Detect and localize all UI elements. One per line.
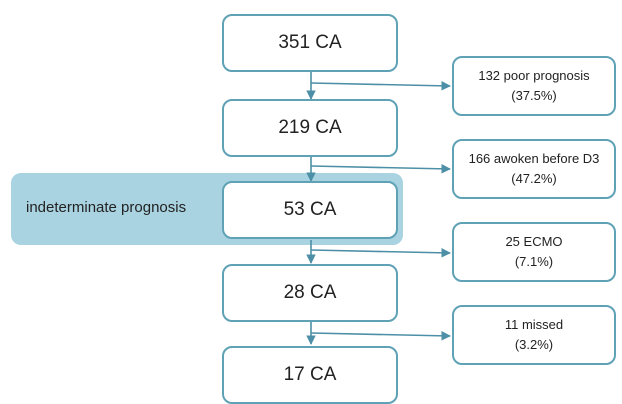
side-box-2: 166 awoken before D3 (47.2%) xyxy=(452,139,616,199)
main-box-1-label: 351 CA xyxy=(278,32,342,53)
side-box-1: 132 poor prognosis (37.5%) xyxy=(452,56,616,116)
main-box-2-label: 219 CA xyxy=(278,117,342,138)
main-box-3: 53 CA xyxy=(222,181,398,239)
side-box-2-line2: (47.2%) xyxy=(511,171,557,186)
side-box-4-line2: (3.2%) xyxy=(514,337,554,352)
side-box-4: 11 missed (3.2%) xyxy=(452,305,616,365)
side-box-1-line2: (37.5%) xyxy=(511,88,557,103)
side-box-1-line1: 132 poor prognosis xyxy=(478,68,590,83)
main-box-2: 219 CA xyxy=(222,99,398,157)
side-arrow-4 xyxy=(310,331,451,341)
main-box-4: 28 CA xyxy=(222,264,398,322)
side-box-3-line1: 25 ECMO xyxy=(505,234,563,249)
side-arrow-2 xyxy=(310,164,451,174)
side-arrow-3 xyxy=(310,248,451,258)
main-box-4-label: 28 CA xyxy=(283,282,337,303)
side-box-3: 25 ECMO (7.1%) xyxy=(452,222,616,282)
indeterminate-label: indeterminate prognosis xyxy=(26,199,187,216)
side-box-2-line1: 166 awoken before D3 xyxy=(468,151,600,166)
main-box-3-label: 53 CA xyxy=(283,199,337,220)
main-box-1: 351 CA xyxy=(222,14,398,72)
side-arrow-1 xyxy=(310,81,451,91)
side-box-4-line1: 11 missed xyxy=(504,317,564,332)
main-box-5: 17 CA xyxy=(222,346,398,404)
main-box-5-label: 17 CA xyxy=(283,364,337,385)
side-box-3-line2: (7.1%) xyxy=(514,254,554,269)
